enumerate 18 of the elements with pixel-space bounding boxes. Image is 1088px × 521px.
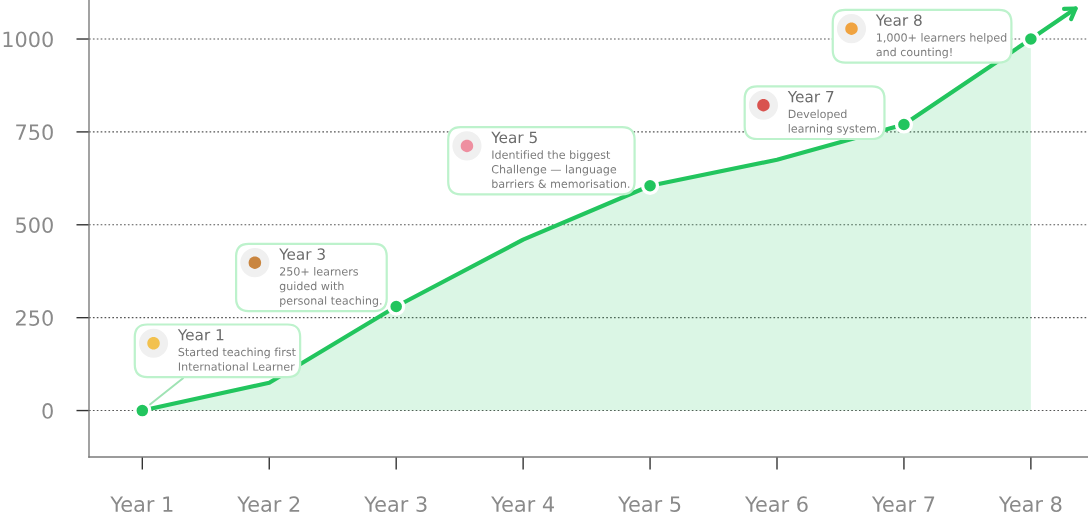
x-tick-label: Year 3 xyxy=(364,496,427,513)
y-tick-label: 1000 xyxy=(3,31,53,48)
annotation: Year 7 Developed learning system. xyxy=(787,91,880,135)
x-tick-label: Year 8 xyxy=(998,496,1062,513)
annotation: Year 8 1,000+ learners helped and counting! xyxy=(875,14,1007,59)
y-tick-label: 500 xyxy=(16,217,53,233)
y-tick-label: 250 xyxy=(16,310,53,326)
x-tick-label: Year 7 xyxy=(871,496,935,513)
y-tick-label: 0 xyxy=(42,403,53,419)
annotation: Year 5 Identified the biggest Challenge — language barriers & memorisation. xyxy=(491,131,630,188)
annotation: Year 3 250+ learners guided with personal teaching. xyxy=(279,248,382,307)
y-tick-label: 750 xyxy=(16,124,53,141)
x-tick-label: Year 1 xyxy=(110,496,173,513)
annotation: Year 1 Started teaching first International Learner xyxy=(177,329,296,371)
x-tick-label: Year 5 xyxy=(618,496,681,513)
x-tick-label: Year 6 xyxy=(744,496,808,513)
x-tick-label: Year 4 xyxy=(491,496,554,513)
x-tick-label: Year 2 xyxy=(237,496,300,513)
